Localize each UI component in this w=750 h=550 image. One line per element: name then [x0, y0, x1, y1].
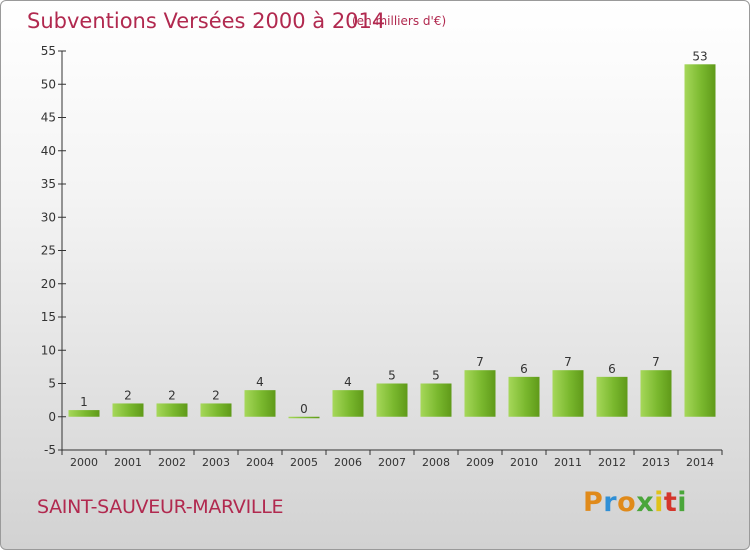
y-tick-label: 20	[41, 277, 56, 291]
bar-value-label: 6	[608, 362, 616, 376]
bar	[684, 64, 716, 417]
y-tick-label: 15	[41, 310, 56, 324]
y-tick-label: 0	[48, 410, 56, 424]
x-tick-label: 2002	[158, 456, 186, 469]
town-name: SAINT-SAUVEUR-MARVILLE	[37, 496, 284, 518]
bar-value-label: 4	[344, 375, 352, 389]
bar-value-label: 53	[692, 49, 707, 63]
y-tick-label: 30	[41, 210, 56, 224]
logo-letter: r	[603, 487, 618, 518]
x-tick-label: 2008	[422, 456, 450, 469]
bar	[552, 370, 584, 417]
x-tick-label: 2013	[642, 456, 670, 469]
bar	[68, 410, 100, 417]
bar-value-label: 2	[212, 388, 220, 402]
y-tick-label: 45	[41, 111, 56, 125]
bar-value-label: 2	[168, 388, 176, 402]
bar-value-label: 6	[520, 362, 528, 376]
bar	[112, 403, 144, 417]
x-tick-label: 2007	[378, 456, 406, 469]
y-tick-label: 25	[41, 244, 56, 258]
bar	[332, 390, 364, 417]
bar	[596, 376, 628, 417]
bar	[200, 403, 232, 417]
y-tick-label: 55	[41, 44, 56, 58]
logo-letter: i	[677, 487, 688, 518]
x-tick-label: 2001	[114, 456, 142, 469]
bar-value-label: 7	[476, 355, 484, 369]
bar	[244, 390, 276, 417]
bar-value-label: 7	[652, 355, 660, 369]
bar-value-label: 2	[124, 388, 132, 402]
y-tick-label: 5	[48, 377, 56, 391]
x-tick-label: 2006	[334, 456, 362, 469]
bar	[288, 416, 320, 419]
logo-letter: P	[583, 487, 604, 518]
x-tick-label: 2012	[598, 456, 626, 469]
x-tick-label: 2004	[246, 456, 274, 469]
bar	[508, 376, 540, 417]
x-tick-label: 2014	[686, 456, 714, 469]
y-tick-label: 40	[41, 144, 56, 158]
bar-value-label: 5	[388, 369, 396, 383]
chart-title: Subventions Versées 2000 à 2014	[27, 9, 386, 33]
logo-letter: x	[636, 487, 655, 518]
y-tick-label: 35	[41, 177, 56, 191]
bar-value-label: 5	[432, 369, 440, 383]
logo-letter: t	[663, 487, 678, 518]
chart-subtitle: (en milliers d'€)	[352, 14, 447, 28]
logo-letter: o	[617, 487, 637, 518]
x-tick-label: 2010	[510, 456, 538, 469]
bar-value-label: 7	[564, 355, 572, 369]
bar	[640, 370, 672, 417]
y-tick-label: 10	[41, 343, 56, 357]
y-tick-label: -5	[44, 443, 56, 457]
x-tick-label: 2000	[70, 456, 98, 469]
bar	[464, 370, 496, 417]
x-tick-label: 2009	[466, 456, 494, 469]
x-tick-label: 2005	[290, 456, 318, 469]
bar	[376, 383, 408, 417]
logo-letter: i	[654, 487, 664, 518]
proxiti-logo: Proxiti	[583, 487, 687, 518]
bar-value-label: 1	[80, 395, 88, 409]
x-tick-label: 2011	[554, 456, 582, 469]
bar	[420, 383, 452, 417]
x-tick-label: 2003	[202, 456, 230, 469]
bar	[156, 403, 188, 417]
bar-value-label: 0	[300, 402, 308, 416]
bar-value-label: 4	[256, 375, 264, 389]
y-tick-label: 50	[41, 77, 56, 91]
